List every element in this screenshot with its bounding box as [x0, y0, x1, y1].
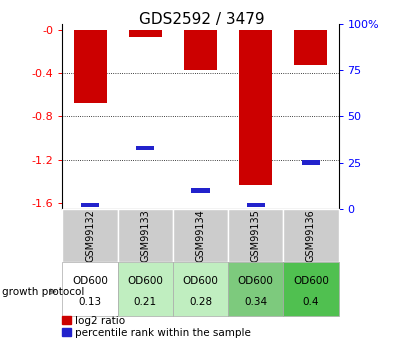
- Text: 0.28: 0.28: [189, 297, 212, 307]
- Text: GSM99136: GSM99136: [306, 209, 316, 262]
- Text: OD600: OD600: [72, 276, 108, 286]
- Bar: [118, 262, 173, 316]
- Legend: log2 ratio, percentile rank within the sample: log2 ratio, percentile rank within the s…: [62, 316, 251, 338]
- Text: 0.21: 0.21: [134, 297, 157, 307]
- Text: OD600: OD600: [293, 276, 329, 286]
- Text: 0.4: 0.4: [303, 297, 319, 307]
- Text: OD600: OD600: [238, 276, 274, 286]
- Bar: [228, 209, 283, 262]
- Bar: [62, 209, 118, 262]
- Text: GSM99134: GSM99134: [195, 209, 206, 262]
- Bar: [184, 30, 217, 70]
- Bar: [73, 30, 107, 104]
- Bar: [62, 262, 118, 316]
- Text: growth protocol: growth protocol: [2, 287, 84, 296]
- Bar: [228, 262, 283, 316]
- Bar: [173, 209, 228, 262]
- Text: 0.13: 0.13: [79, 297, 102, 307]
- Bar: [283, 209, 339, 262]
- Bar: [191, 188, 210, 193]
- Bar: [294, 30, 328, 66]
- Text: GSM99132: GSM99132: [85, 209, 95, 262]
- Bar: [239, 30, 272, 185]
- Text: GSM99135: GSM99135: [251, 209, 261, 262]
- Bar: [81, 203, 99, 207]
- Bar: [129, 30, 162, 37]
- Text: GSM99133: GSM99133: [140, 209, 150, 262]
- Text: OD600: OD600: [183, 276, 218, 286]
- Bar: [247, 203, 265, 207]
- Text: GDS2592 / 3479: GDS2592 / 3479: [139, 12, 264, 27]
- Text: OD600: OD600: [127, 276, 163, 286]
- Bar: [173, 262, 228, 316]
- Bar: [283, 262, 339, 316]
- Text: 0.34: 0.34: [244, 297, 267, 307]
- Bar: [118, 209, 173, 262]
- Bar: [302, 160, 320, 165]
- Bar: [136, 146, 154, 150]
